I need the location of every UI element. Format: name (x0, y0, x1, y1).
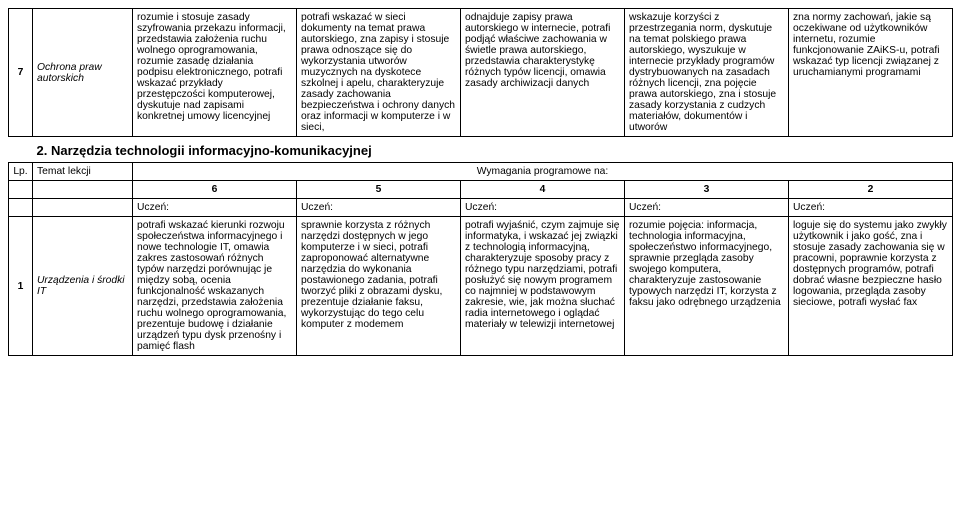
row1-col2: loguje się do systemu jako zwykły użytko… (789, 217, 953, 356)
uczen-3: Uczeń: (625, 199, 789, 217)
grade-3: 3 (625, 181, 789, 199)
uczen-row: Uczeń: Uczeń: Uczeń: Uczeń: Uczeń: (9, 199, 953, 217)
hdr-req: Wymagania programowe na: (133, 163, 953, 181)
uczen-blank2 (33, 199, 133, 217)
row1-col4: potrafi wyjaśnić, czym zajmuje się infor… (461, 217, 625, 356)
hdr-topic: Temat lekcji (33, 163, 133, 181)
grade-row: 6 5 4 3 2 (9, 181, 953, 199)
row1-num: 1 (9, 217, 33, 356)
row7-col3: wskazuje korzyści z przestrzegania norm,… (625, 9, 789, 137)
uczen-4: Uczeń: (461, 199, 625, 217)
grade-2: 2 (789, 181, 953, 199)
hdr-lp: Lp. (9, 163, 33, 181)
row7-num: 7 (9, 9, 33, 137)
row-7: 7 Ochrona praw autorskich rozumie i stos… (9, 9, 953, 137)
uczen-blank1 (9, 199, 33, 217)
row7-topic: Ochrona praw autorskich (33, 9, 133, 137)
uczen-6: Uczeń: (133, 199, 297, 217)
uczen-2: Uczeń: (789, 199, 953, 217)
section-2-title: 2. Narzędzia technologii informacyjno-ko… (9, 137, 953, 163)
row7-col4: odnajduje zapisy prawa autorskiego w int… (461, 9, 625, 137)
grade-blank2 (33, 181, 133, 199)
curriculum-table: 7 Ochrona praw autorskich rozumie i stos… (8, 8, 953, 356)
header-row: Lp. Temat lekcji Wymagania programowe na… (9, 163, 953, 181)
row1-col3: rozumie pojęcia: informacja, technologia… (625, 217, 789, 356)
row-1: 1 Urządzenia i środki IT potrafi wskazać… (9, 217, 953, 356)
row1-col6: potrafi wskazać kierunki rozwoju społecz… (133, 217, 297, 356)
row7-col6: rozumie i stosuje zasady szyfrowania prz… (133, 9, 297, 137)
row1-col5: sprawnie korzysta z różnych narzędzi dos… (297, 217, 461, 356)
grade-blank1 (9, 181, 33, 199)
row1-topic: Urządzenia i środki IT (33, 217, 133, 356)
row7-col5: potrafi wskazać w sieci dokumenty na tem… (297, 9, 461, 137)
section-2-title-row: 2. Narzędzia technologii informacyjno-ko… (9, 137, 953, 163)
grade-5: 5 (297, 181, 461, 199)
uczen-5: Uczeń: (297, 199, 461, 217)
grade-6: 6 (133, 181, 297, 199)
grade-4: 4 (461, 181, 625, 199)
row7-col2: zna normy zachowań, jakie są oczekiwane … (789, 9, 953, 137)
